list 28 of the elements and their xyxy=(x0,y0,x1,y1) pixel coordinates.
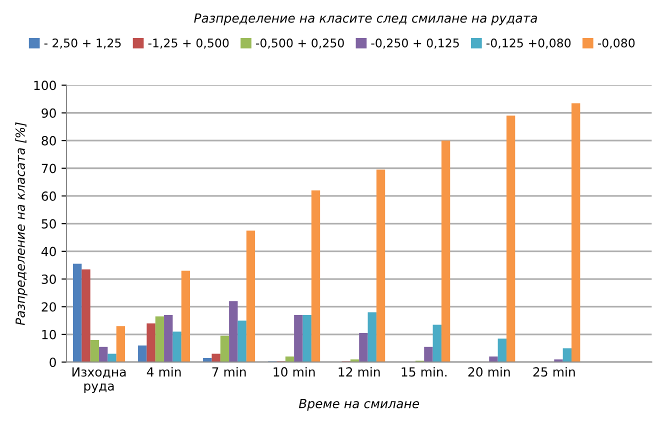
y-tick-label: 30 xyxy=(42,274,56,284)
x-tick-label: 15 min. xyxy=(402,366,446,377)
x-tick-label: 10 min xyxy=(274,366,315,377)
y-tick-label: 10 xyxy=(42,330,56,340)
y-tick-label: 20 xyxy=(42,302,56,312)
legend-label: -1,25 + 0,500 xyxy=(148,38,229,49)
y-tick-label: 50 xyxy=(42,219,56,229)
y-tick-label: 40 xyxy=(41,246,56,256)
y-tick-label: 100 xyxy=(34,80,56,90)
legend-label: -0,500 + 0,250 xyxy=(256,38,344,49)
chart-title: Разпределение на класите след смилане на рудата xyxy=(194,14,537,26)
legend-label: - 2,50 + 1,25 xyxy=(44,38,121,49)
x-tick-label: 12 min xyxy=(338,366,380,376)
y-axis-title: Разпределение на класата [%] xyxy=(15,122,28,326)
x-tick-label: Изходна руда xyxy=(72,367,126,394)
x-tick-label: 7 min xyxy=(212,366,246,376)
y-tick-label: 80 xyxy=(42,136,56,146)
legend-label: -0,250 + 0,125 xyxy=(371,38,459,49)
y-tick-label: 70 xyxy=(42,164,56,174)
x-tick-label: 4 min xyxy=(146,366,181,376)
y-tick-label: 90 xyxy=(42,108,56,118)
x-tick-label: 25 min xyxy=(533,366,575,377)
legend-label: -0,080 xyxy=(598,38,635,49)
x-axis-title: Време на смилане xyxy=(298,398,420,411)
y-tick-label: 0 xyxy=(50,358,56,368)
legend-label: -0,125 +0,080 xyxy=(486,38,571,49)
y-tick-label: 60 xyxy=(42,191,56,201)
x-tick-label: 20 min xyxy=(468,366,510,377)
